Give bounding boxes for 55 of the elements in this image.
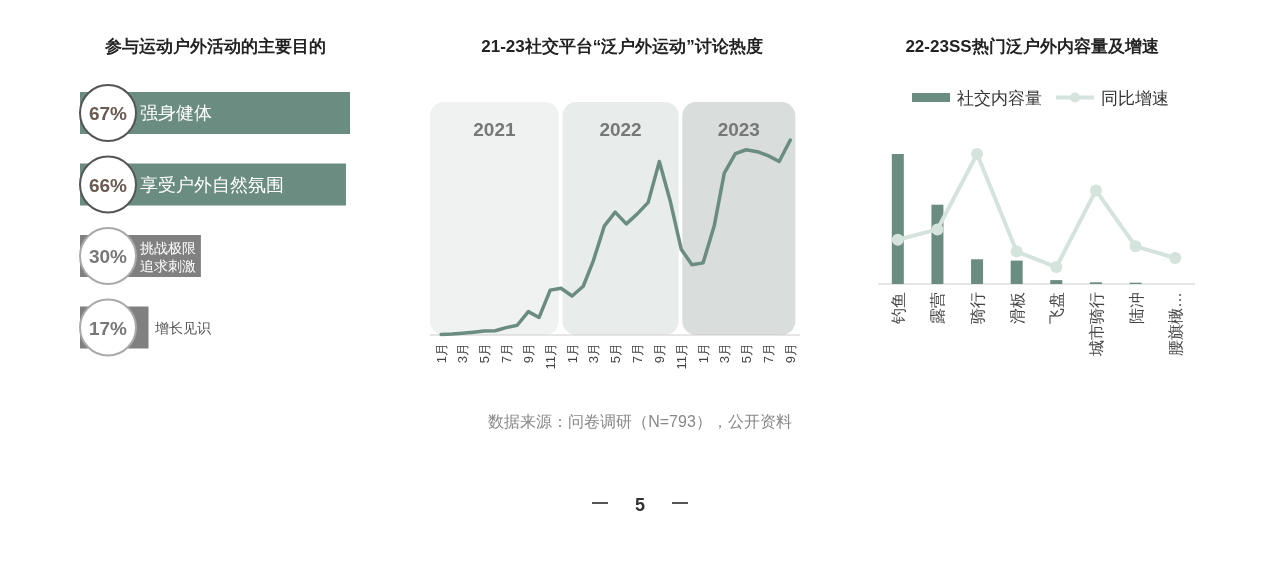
point <box>931 223 944 236</box>
point <box>891 233 904 246</box>
x-tick-label: 3月 <box>586 343 602 364</box>
point <box>1089 184 1102 197</box>
text: 5 <box>634 495 646 515</box>
source-note: 数据来源：问卷调研（N=793），公开资料 <box>488 413 792 430</box>
x-tick-label: 露营 <box>929 292 947 324</box>
x-tick-label: 7月 <box>630 343 646 364</box>
legend-label: 同比增速 <box>1101 89 1169 108</box>
x-tick-label: 滑板 <box>1008 292 1026 324</box>
band-label: 2023 <box>717 119 760 140</box>
band-label: 2022 <box>599 119 642 140</box>
x-tick-label: 1月 <box>434 343 450 364</box>
point <box>1050 261 1063 274</box>
x-tick-label: 1月 <box>696 343 712 364</box>
x-tick-label: 腰旗橄… <box>1167 292 1185 356</box>
x-tick-label: 5月 <box>477 343 493 364</box>
band-label: 2021 <box>473 119 516 140</box>
bar <box>1050 280 1063 284</box>
x-tick-label: 3月 <box>717 343 733 364</box>
data-label: 30% <box>88 246 128 267</box>
x-tick-label: 11月 <box>543 343 559 370</box>
point <box>1129 240 1142 253</box>
y-tick-label: 增长见识 <box>153 319 211 336</box>
x-tick-label: 7月 <box>761 343 777 364</box>
x-tick-label: 飞盘 <box>1048 292 1066 324</box>
x-tick-label: 7月 <box>499 343 515 364</box>
y-tick-label: 享受户外自然氛围 <box>140 174 284 195</box>
point <box>1010 245 1023 258</box>
x-tick-label: 城市骑行 <box>1087 292 1105 357</box>
y-tick-label: 强身健体 <box>140 103 212 123</box>
x-tick-label: 3月 <box>455 343 471 364</box>
x-tick-label: 骑行 <box>969 292 987 324</box>
data-label: 67% <box>88 103 128 124</box>
point <box>1169 252 1182 264</box>
x-tick-label: 1月 <box>565 343 581 364</box>
x-tick-label: 陆冲 <box>1127 292 1145 324</box>
data-label: 17% <box>88 317 128 339</box>
bar <box>971 259 984 284</box>
x-tick-label: 9月 <box>521 343 537 364</box>
x-tick-label: 9月 <box>783 343 799 364</box>
x-tick-label: 9月 <box>652 343 668 364</box>
chart-title: 21-23社交平台“泛户外运动”讨论热度 <box>481 37 763 56</box>
chart-title: 参与运动户外活动的主要目的 <box>103 37 326 56</box>
bar <box>891 154 904 284</box>
x-tick-label: 5月 <box>608 343 624 364</box>
data-label: 66% <box>88 174 128 196</box>
x-tick-label: 5月 <box>739 343 755 364</box>
point <box>971 148 984 160</box>
legend-label: 社交内容量 <box>957 89 1042 108</box>
x-tick-label: 11月 <box>674 343 690 370</box>
bar <box>1010 260 1023 284</box>
y-tick-label: 挑战极限追求刺激 <box>140 240 196 274</box>
chart-title: 22-23SS热门泛户外内容量及增速 <box>905 37 1159 56</box>
x-tick-label: 钓鱼 <box>889 292 907 325</box>
